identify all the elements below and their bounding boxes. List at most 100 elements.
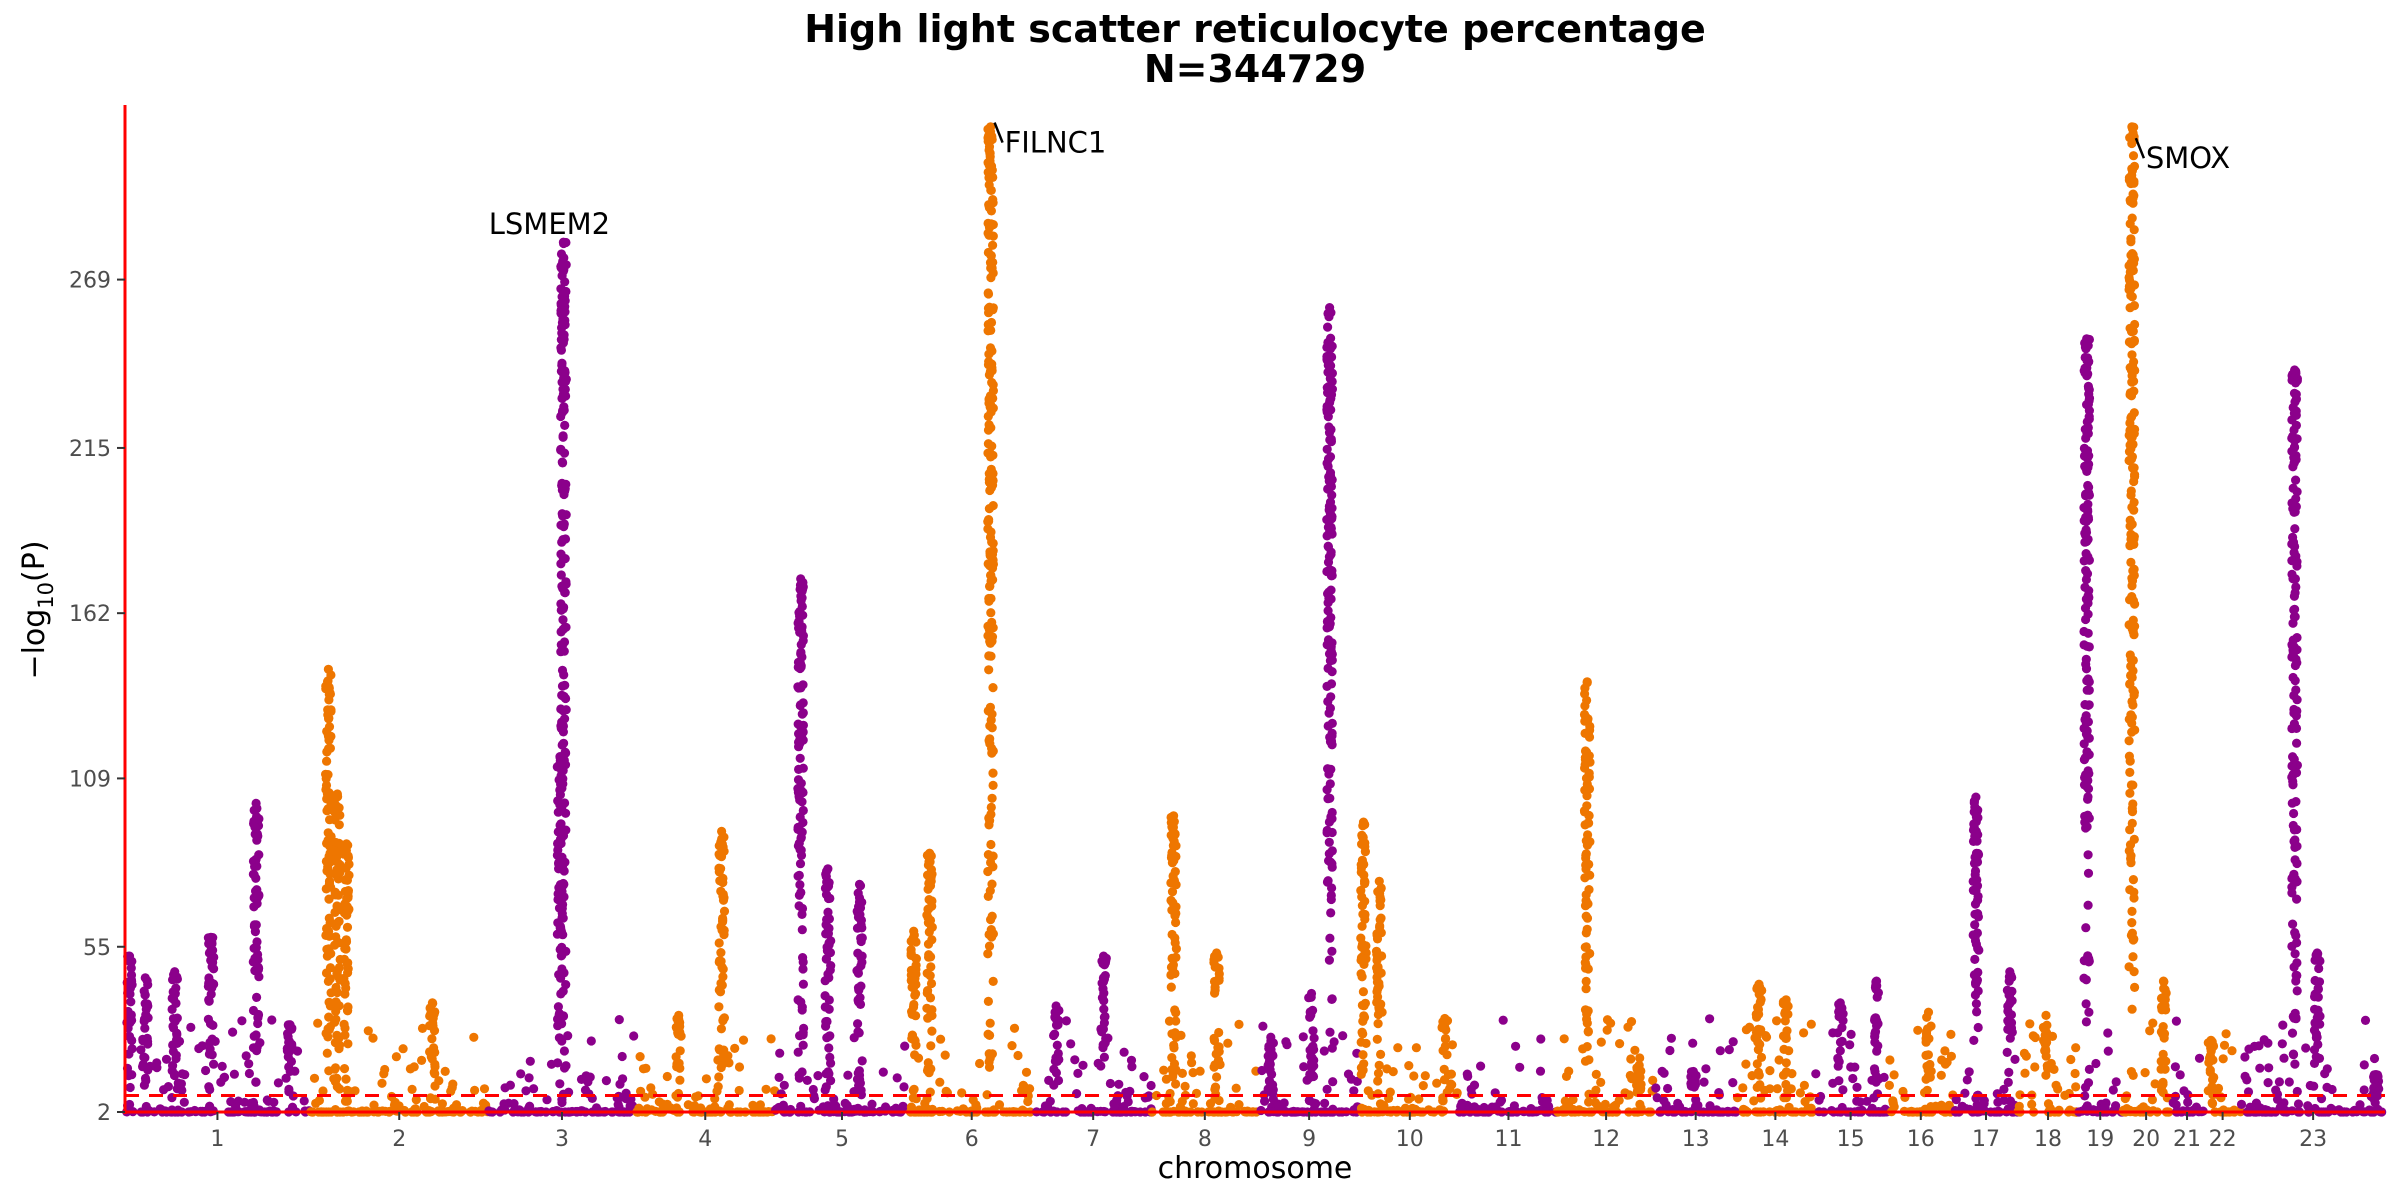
snp-point	[985, 739, 995, 749]
snp-point	[1871, 1013, 1881, 1023]
snp-point	[1469, 1102, 1479, 1112]
snp-point	[138, 1059, 148, 1070]
snp-point	[237, 1016, 247, 1026]
snp-point	[1325, 468, 1336, 478]
snp-point	[559, 1046, 570, 1056]
snp-point	[1715, 1046, 1725, 1056]
snp-point	[500, 1083, 510, 1093]
snp-point	[987, 932, 997, 942]
snp-point	[910, 1036, 920, 1046]
peak-chr6-19	[983, 122, 999, 1072]
snp-point	[856, 952, 866, 962]
snp-point	[1834, 1007, 1844, 1017]
snp-point	[985, 638, 996, 648]
snp-point	[794, 742, 804, 752]
snp-point	[177, 1085, 187, 1095]
snp-point	[1728, 1037, 1738, 1047]
snp-point	[1972, 1007, 1982, 1017]
lead-snp-point	[332, 789, 342, 799]
snp-point	[322, 1048, 332, 1058]
snp-point	[987, 879, 997, 889]
snp-point	[1188, 1099, 1198, 1109]
snp-point	[1323, 606, 1333, 616]
peak-chr13-32	[1686, 1066, 1701, 1105]
snp-point	[1099, 1052, 1109, 1062]
snp-point	[986, 423, 996, 433]
snp-point	[2291, 768, 2302, 778]
snp-point	[987, 441, 997, 451]
snp-point	[556, 627, 566, 637]
snp-point	[1322, 531, 1332, 541]
lead-snp-point	[2371, 1070, 2381, 1080]
x-tick-label: 19	[2086, 1127, 2114, 1152]
snp-point	[983, 949, 993, 959]
snp-point	[797, 593, 807, 603]
snp-point	[1213, 1055, 1224, 1065]
snp-point	[2083, 868, 2094, 878]
snp-point	[240, 1097, 250, 1107]
snp-point	[853, 1019, 863, 1029]
snp-point	[1326, 549, 1336, 560]
snp-point	[662, 1071, 672, 1082]
snp-point	[2255, 1063, 2265, 1073]
snp-point	[591, 1103, 602, 1113]
snp-point	[2313, 984, 2323, 994]
snp-point	[1388, 1067, 1398, 1077]
snp-point	[331, 1006, 341, 1016]
x-tick-label: 3	[555, 1127, 569, 1152]
lead-snp-point	[1923, 1007, 1934, 1017]
chromosome-13-points	[1651, 1014, 1741, 1117]
snp-point	[1376, 913, 1386, 923]
snp-point	[2081, 491, 2091, 501]
snp-point	[2288, 672, 2298, 683]
snp-point	[988, 475, 998, 486]
snp-point	[2130, 471, 2140, 482]
snp-point	[2125, 521, 2135, 531]
snp-point	[683, 1100, 693, 1110]
lead-snp-point	[251, 798, 261, 809]
snp-point	[1779, 1044, 1789, 1054]
snp-point	[924, 856, 934, 867]
snp-point	[1322, 825, 1332, 836]
snp-point	[554, 760, 564, 770]
snp-point	[797, 1067, 807, 1077]
snp-point	[586, 1036, 596, 1046]
snp-point	[1264, 1043, 1274, 1053]
peak-chr2-6	[321, 664, 336, 1076]
snp-point	[734, 1062, 745, 1072]
snp-point	[1772, 1084, 1782, 1094]
snp-point	[2128, 700, 2138, 710]
snp-point	[1921, 1050, 1931, 1060]
snp-point	[1358, 1016, 1368, 1026]
snp-point	[672, 1092, 683, 1102]
snp-point	[2124, 447, 2135, 457]
snp-point	[988, 746, 998, 756]
lead-snp-point	[1358, 817, 1369, 827]
snp-point	[1343, 1069, 1354, 1079]
snp-point	[1432, 1078, 1442, 1088]
snp-point	[2084, 593, 2094, 603]
snp-point	[322, 866, 332, 876]
snp-point	[1837, 1036, 1847, 1046]
snp-point	[2083, 480, 2093, 491]
snp-point	[1635, 1053, 1645, 1063]
snp-point	[1741, 1059, 1751, 1069]
snp-point	[1186, 1051, 1196, 1061]
snp-point	[430, 1081, 440, 1091]
snp-point	[1375, 889, 1385, 899]
snp-point	[323, 804, 333, 814]
snp-point	[1559, 1034, 1569, 1044]
x-tick-label: 18	[2034, 1127, 2062, 1152]
snp-point	[558, 899, 568, 910]
snp-point	[1171, 952, 1181, 963]
snp-point	[843, 1070, 853, 1080]
snp-point	[1630, 1045, 1640, 1055]
snp-point	[1795, 1088, 1805, 1098]
snp-point	[322, 756, 332, 766]
snp-point	[926, 922, 937, 932]
snp-point	[635, 1052, 645, 1062]
snp-point	[1581, 773, 1592, 783]
snp-point	[878, 1067, 888, 1077]
snp-point	[561, 479, 571, 489]
snp-point	[179, 1097, 189, 1107]
